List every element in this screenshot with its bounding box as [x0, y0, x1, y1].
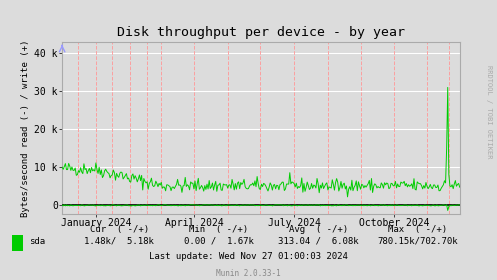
- Text: RRDTOOL / TOBI OETIKER: RRDTOOL / TOBI OETIKER: [486, 65, 492, 159]
- Text: 1.48k/  5.18k: 1.48k/ 5.18k: [84, 237, 154, 246]
- Text: 0.00 /  1.67k: 0.00 / 1.67k: [184, 237, 253, 246]
- Text: 313.04 /  6.08k: 313.04 / 6.08k: [278, 237, 358, 246]
- Text: Max  ( -/+): Max ( -/+): [388, 225, 447, 234]
- Text: Avg  ( -/+): Avg ( -/+): [289, 225, 347, 234]
- Text: Munin 2.0.33-1: Munin 2.0.33-1: [216, 269, 281, 278]
- Text: Cur  ( -/+): Cur ( -/+): [90, 225, 149, 234]
- Text: Last update: Wed Nov 27 01:00:03 2024: Last update: Wed Nov 27 01:00:03 2024: [149, 252, 348, 261]
- Text: 780.15k/702.70k: 780.15k/702.70k: [377, 237, 458, 246]
- Text: sda: sda: [29, 237, 45, 246]
- Text: Min  ( -/+): Min ( -/+): [189, 225, 248, 234]
- Title: Disk throughput per device - by year: Disk throughput per device - by year: [117, 26, 405, 39]
- Y-axis label: Bytes/second read (-) / write (+): Bytes/second read (-) / write (+): [21, 39, 30, 217]
